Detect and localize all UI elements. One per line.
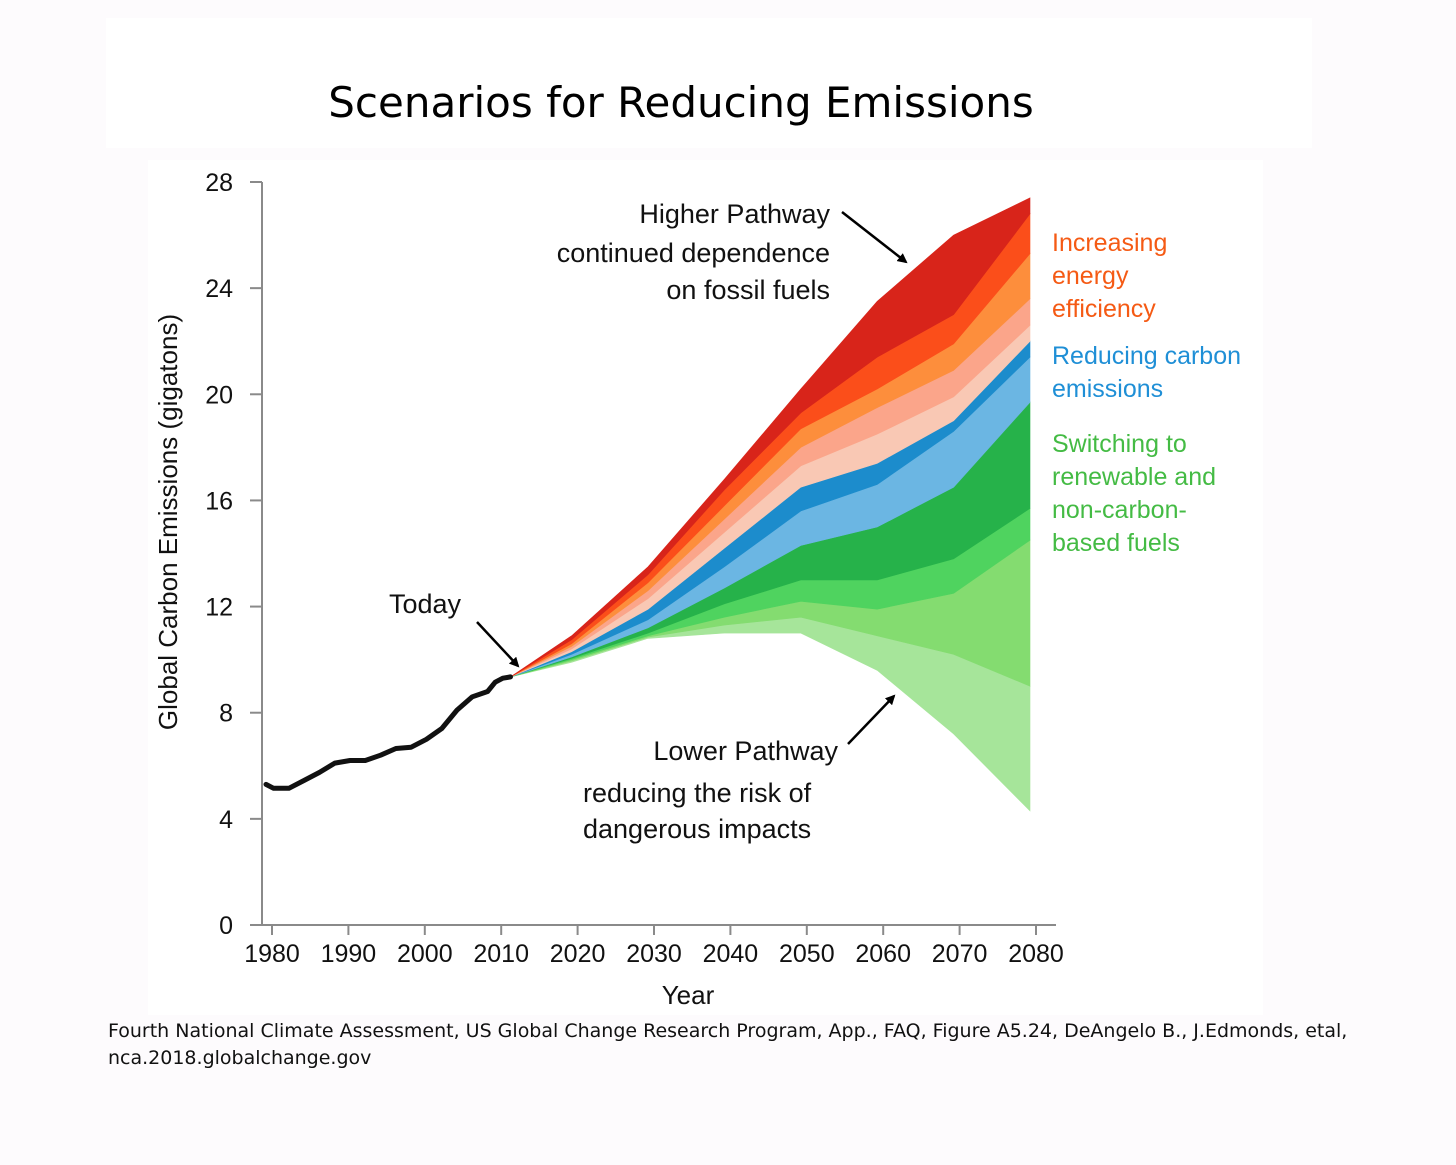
legend-efficiency-line1: Increasing xyxy=(1052,229,1167,257)
y-tick-label: 16 xyxy=(205,487,233,515)
source-citation: Fourth National Climate Assessment, US G… xyxy=(108,1018,1428,1072)
higher-pathway-line3: on fossil fuels xyxy=(666,275,830,305)
y-tick-label: 4 xyxy=(219,806,233,834)
legend-efficiency-line3: efficiency xyxy=(1052,295,1156,323)
y-tick-label: 20 xyxy=(205,381,233,409)
x-tick-label: 1980 xyxy=(244,940,300,968)
today-arrow xyxy=(476,621,520,668)
legend-carbon-line1: Reducing carbon xyxy=(1052,342,1241,370)
scenario-bands xyxy=(510,197,1031,812)
x-tick-label: 1990 xyxy=(321,940,377,968)
x-tick-label: 2040 xyxy=(703,940,759,968)
x-ticks: 1980 1990 2000 2010 2020 2030 2040 2050 2060 2070… xyxy=(244,925,1064,968)
x-tick-label: 2080 xyxy=(1008,940,1064,968)
x-tick-label: 2020 xyxy=(550,940,606,968)
legend-renewables-line1: Switching to xyxy=(1052,430,1187,458)
y-tick-label: 24 xyxy=(205,275,233,303)
scenario-band-11 xyxy=(510,197,1031,678)
x-axis-label: Year xyxy=(662,980,715,1010)
lower-pathway-line3: dangerous impacts xyxy=(583,814,811,844)
lower-pathway-arrow xyxy=(847,694,896,745)
y-ticks: 0 4 8 12 16 20 24 28 xyxy=(205,169,262,940)
legend-efficiency-line2: energy xyxy=(1052,262,1129,290)
x-tick-label: 2030 xyxy=(626,940,682,968)
x-tick-label: 2000 xyxy=(397,940,453,968)
higher-pathway-line1: Higher Pathway xyxy=(639,199,830,229)
source-line-1: Fourth National Climate Assessment, US G… xyxy=(108,1020,1348,1042)
higher-pathway-annotation: Higher Pathway continued dependence on f… xyxy=(557,199,831,305)
today-label: Today xyxy=(389,589,462,619)
y-tick-label: 8 xyxy=(219,700,233,728)
legend-carbon-line2: emissions xyxy=(1052,375,1163,403)
title-band xyxy=(106,18,1312,148)
historical-emissions-line xyxy=(263,674,513,791)
legend-renewables-line3: non-carbon- xyxy=(1052,496,1187,524)
axes xyxy=(261,182,1056,926)
chart-title: Scenarios for Reducing Emissions xyxy=(328,78,1034,127)
x-tick-label: 2010 xyxy=(473,940,529,968)
legend-renewables-line4: based fuels xyxy=(1052,529,1180,557)
y-axis-label: Global Carbon Emissions (gigatons) xyxy=(153,314,183,730)
legend: Increasing energy efficiency Reducing ca… xyxy=(1052,229,1241,557)
y-tick-label: 28 xyxy=(205,169,233,197)
legend-renewables-line2: renewable and xyxy=(1052,463,1216,491)
lower-pathway-line2: reducing the risk of xyxy=(583,778,812,808)
x-tick-label: 2050 xyxy=(779,940,835,968)
source-line-2: nca.2018.globalchange.gov xyxy=(108,1047,372,1069)
lower-pathway-annotation: Lower Pathway reducing the risk of dange… xyxy=(583,736,838,844)
higher-pathway-arrow xyxy=(841,211,908,264)
lower-pathway-line1: Lower Pathway xyxy=(653,736,838,766)
higher-pathway-line2: continued dependence xyxy=(557,238,830,268)
x-tick-label: 2070 xyxy=(932,940,988,968)
y-tick-label: 0 xyxy=(219,912,233,940)
x-tick-label: 2060 xyxy=(855,940,911,968)
y-tick-label: 12 xyxy=(205,594,233,622)
